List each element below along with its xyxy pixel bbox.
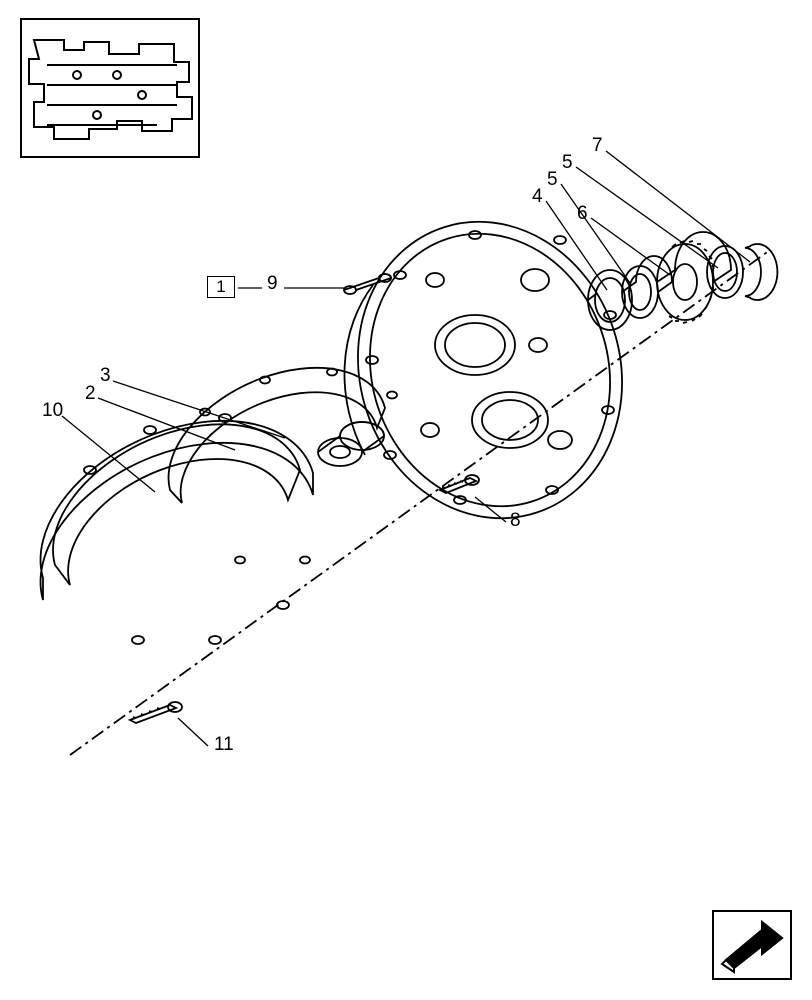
callout-5a: 5: [547, 169, 558, 191]
page-arrow-icon: [714, 912, 790, 978]
callout-3: 3: [100, 365, 111, 387]
leader-lines: [62, 151, 750, 746]
part-7-snapring: [745, 244, 777, 300]
next-page-icon-box[interactable]: [712, 910, 792, 980]
callout-8: 8: [510, 510, 521, 532]
kit-marker-1: 1: [207, 276, 235, 298]
callout-9: 9: [267, 273, 278, 295]
part-5-ring-inner: [707, 246, 743, 298]
callout-4: 4: [532, 186, 543, 208]
callout-11: 11: [214, 734, 234, 756]
callout-5b: 5: [562, 152, 573, 174]
callout-10: 10: [42, 400, 63, 422]
exploded-view-diagram: [0, 0, 812, 1000]
callout-2: 2: [85, 383, 96, 405]
callout-7: 7: [592, 135, 603, 157]
part-support-plate: [320, 187, 660, 553]
kit-label: 1: [216, 277, 225, 296]
part-6-gear: [657, 232, 731, 323]
part-9-pin: [344, 274, 391, 294]
callout-6: 6: [577, 203, 588, 225]
